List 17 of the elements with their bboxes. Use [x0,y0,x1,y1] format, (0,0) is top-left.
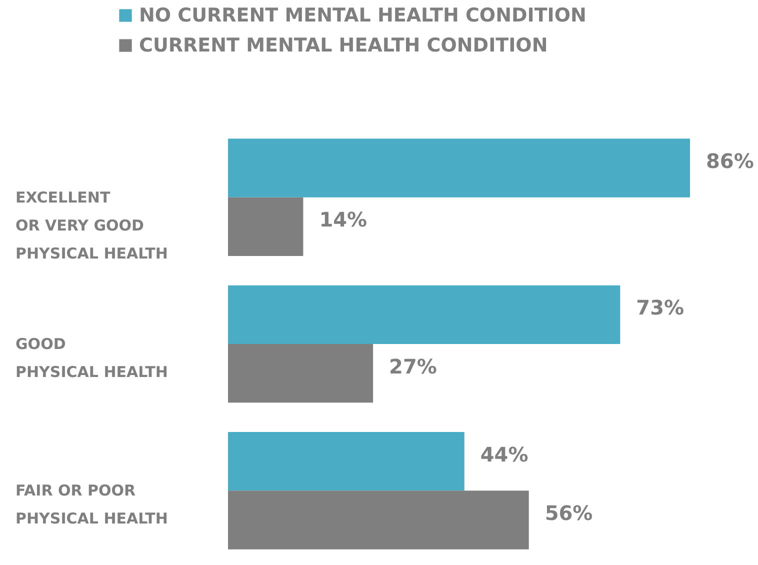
data-label: 27% [389,354,437,378]
bar [228,197,304,256]
bar [228,490,529,550]
y-tick-label: GOOD PHYSICAL HEALTH [16,335,168,381]
bar [228,138,690,198]
data-label: 56% [544,501,593,525]
data-label: 73% [636,296,684,320]
data-label: 14% [319,208,368,232]
y-tick-label: FAIR OR POOR PHYSICAL HEALTH [16,482,168,528]
bar [228,344,374,403]
legend-label: CURRENT MENTAL HEALTH CONDITION [139,34,548,56]
y-tick-label: EXCELLENT OR VERY GOOD PHYSICAL HEALTH [16,188,168,262]
bar [228,285,620,344]
legend-label: NO CURRENT MENTAL HEALTH CONDITION [139,4,586,26]
bar [228,432,464,491]
data-label: 44% [480,442,528,466]
data-label: 86% [706,149,754,173]
